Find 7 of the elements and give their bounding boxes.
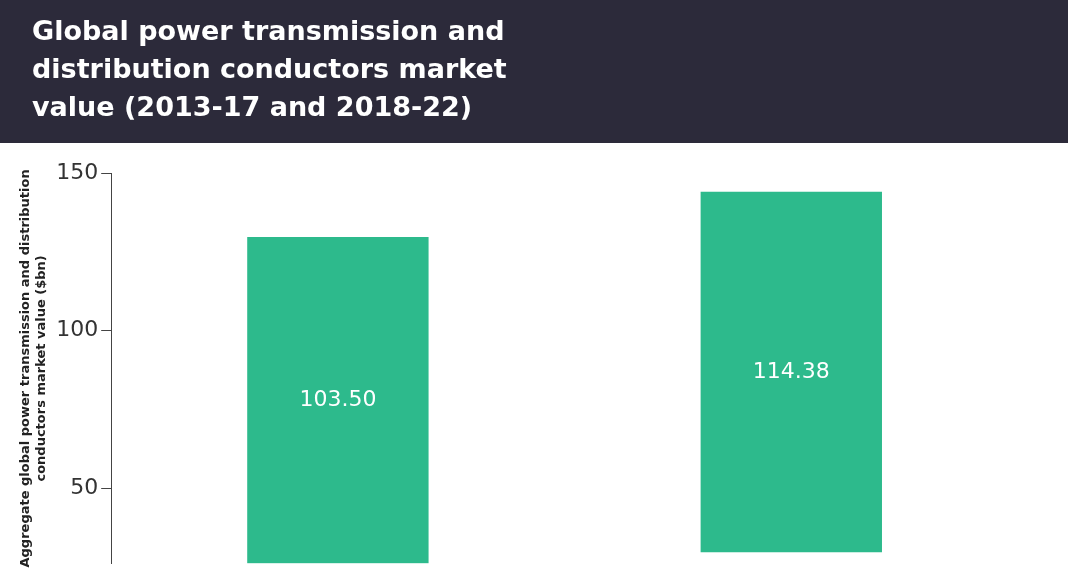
chart-title: Global power transmission and distribution conductors market value (2013-17 and 2018-22) [32,14,508,124]
data-label: 103.50 [299,385,377,411]
y-axis-title: Aggregate global power transmission and distribution conductors market value ($bn) [17,169,48,568]
y-tick-label: 150 [56,158,99,184]
y-tick-label: 50 [70,473,99,499]
data-label: 114.38 [752,357,830,383]
y-tick-label: 100 [56,316,99,342]
